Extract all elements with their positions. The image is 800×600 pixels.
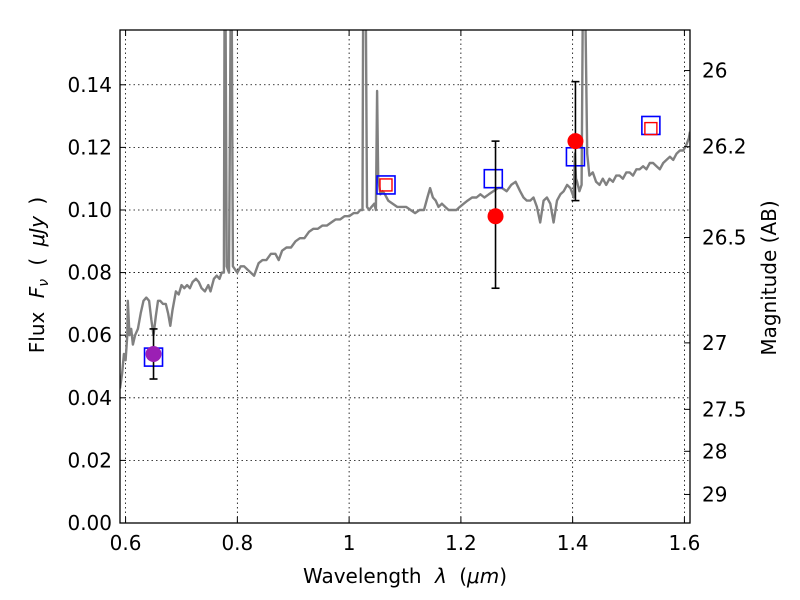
x-tick-label: 1.6 [669,531,701,555]
x-tick-label: 1.2 [445,531,477,555]
model-square-marker [376,175,396,195]
y2-tick-label: 26.2 [702,135,747,159]
y2-tick-label: 27.5 [702,397,747,421]
tick-layer: 0.6 0.8 1 1.2 1.4 1.6 0.00 0.02 0.04 0.06 0.08 0.10… [67,30,747,555]
y-axis-label-unit-close: ) [25,197,49,205]
inner-square-marker [379,178,393,192]
y-tick-label: 0.10 [67,198,112,222]
x-axis-label-unit: μm [466,564,499,588]
observed-flux-point [145,345,162,362]
y-tick-label: 0.04 [67,386,112,410]
x-tick-label: 0.6 [110,531,142,555]
observed-flux-point [487,208,504,225]
y2-axis-label: Magnitude (AB) [757,200,781,355]
y-axis-label-symbol: F [25,286,49,298]
y-tick-label: 0.14 [67,73,112,97]
y-axis-label-symbol-sub: ν [36,279,52,287]
y2-tick-label: 26.5 [702,226,747,250]
y-axis-label: Flux Fν ( μJy ) [25,197,53,353]
y-axis-label-unit-open: ( [25,258,49,266]
y2-tick-label: 28 [702,439,727,463]
y-axis-label-unit: μJy [25,215,49,248]
x-axis-label-symbol: λ [434,564,447,588]
y-tick-label: 0.12 [67,135,112,159]
y2-tick-label: 26 [702,59,727,83]
y-tick-label: 0.08 [67,261,112,285]
y-tick-label: 0.00 [67,511,112,535]
x-axis-label-unit-open: ( [459,564,467,588]
y-axis-label-text: Flux [25,311,49,353]
marker-layer [143,80,661,380]
x-axis-label: Wavelength λ (μm) [303,564,507,588]
x-tick-label: 1 [343,531,356,555]
observed-flux-point [567,133,584,150]
inner-square-marker [644,121,658,136]
y2-tick-label: 29 [702,482,727,506]
y2-tick-label: 27 [702,331,727,355]
model-square-marker [483,168,504,189]
grid-layer [120,30,690,524]
x-tick-label: 0.8 [221,531,253,555]
plot-frame [119,29,691,524]
y-tick-label: 0.02 [67,448,112,472]
x-tick-label: 1.4 [557,531,589,555]
x-axis-label-unit-close: ) [499,564,507,588]
x-axis-label-text: Wavelength [303,564,422,588]
y-tick-label: 0.06 [67,323,112,347]
